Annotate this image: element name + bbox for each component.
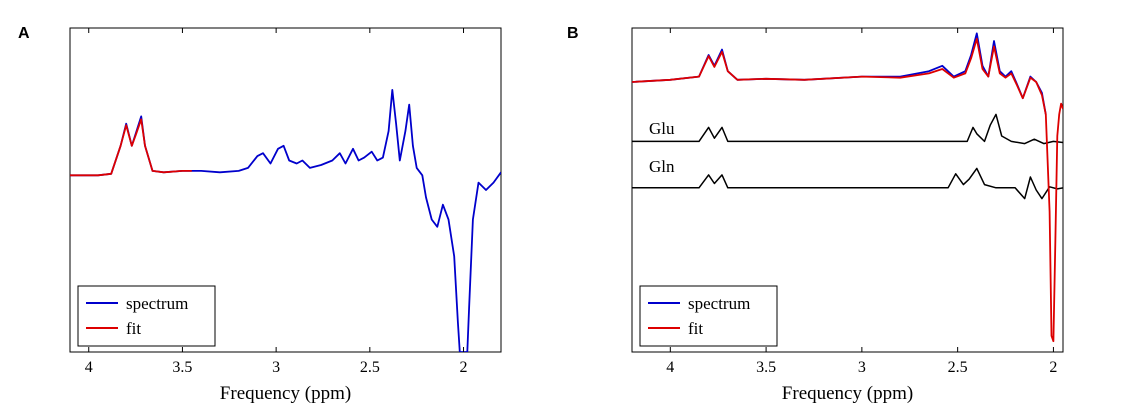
x-axis-label-b: Frequency (ppm) bbox=[782, 383, 913, 404]
panel-b: B 4 3.5 3 2.5 2 Glu Gln spectrum fit Frequenc… bbox=[567, 25, 1064, 404]
legend-box-b bbox=[639, 285, 778, 347]
x-tick-label-b: 3 bbox=[858, 359, 866, 376]
panel-a: A 4 3.5 3 2.5 2 spectrum fit Frequency (ppm) bbox=[18, 25, 502, 404]
tick-layer-a: 4 3.5 3 2.5 2 bbox=[85, 28, 468, 376]
x-tick-label-a: 3 bbox=[272, 359, 280, 376]
x-tick-label-b: 3.5 bbox=[756, 359, 776, 376]
x-tick-label-b: 2 bbox=[1049, 359, 1057, 376]
series-gln-line-b bbox=[632, 167, 1063, 200]
series-fit-line-b bbox=[632, 37, 1063, 343]
series-layer-a bbox=[70, 89, 501, 352]
panel-label-a: A bbox=[18, 25, 30, 42]
x-tick-label-b: 4 bbox=[666, 359, 674, 376]
legend-label-spectrum-a: spectrum bbox=[126, 294, 188, 313]
legend-a: spectrum fit bbox=[77, 285, 216, 347]
x-axis-label-a: Frequency (ppm) bbox=[220, 383, 351, 404]
tick-layer-b: 4 3.5 3 2.5 2 bbox=[666, 28, 1057, 376]
x-tick-label-a: 4 bbox=[85, 359, 93, 376]
series-fit-line-a bbox=[70, 118, 192, 177]
series-glu-line-b bbox=[632, 113, 1063, 145]
legend-label-spectrum-b: spectrum bbox=[688, 294, 750, 313]
annotation-gln: Gln bbox=[649, 157, 675, 176]
x-tick-label-a: 3.5 bbox=[172, 359, 192, 376]
x-tick-label-b: 2.5 bbox=[948, 359, 968, 376]
legend-b: spectrum fit bbox=[639, 285, 778, 347]
x-tick-label-a: 2 bbox=[460, 359, 468, 376]
x-tick-label-a: 2.5 bbox=[360, 359, 380, 376]
annotation-glu: Glu bbox=[649, 119, 675, 138]
legend-label-fit-a: fit bbox=[126, 319, 141, 338]
legend-label-fit-b: fit bbox=[688, 319, 703, 338]
legend-box-a bbox=[77, 285, 216, 347]
panel-label-b: B bbox=[567, 25, 579, 42]
series-layer-b bbox=[632, 32, 1063, 343]
